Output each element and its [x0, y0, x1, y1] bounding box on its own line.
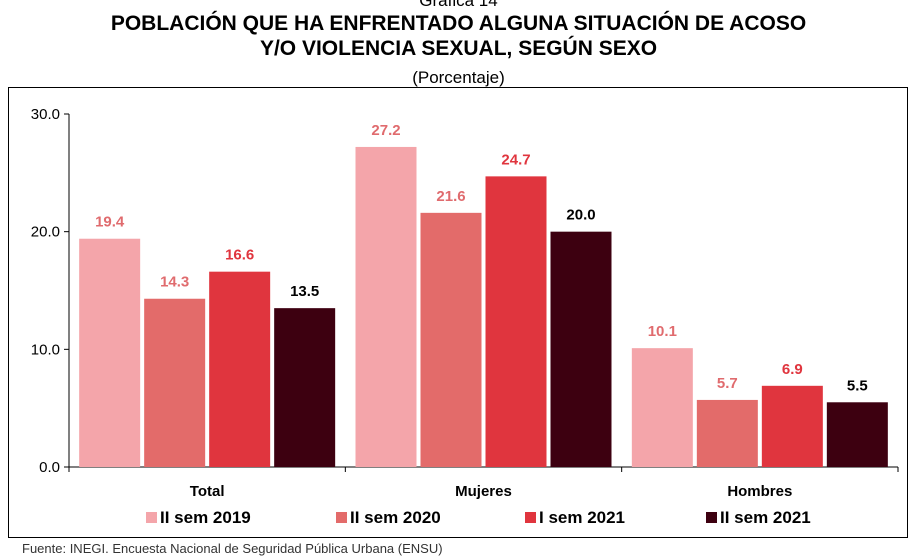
- legend-swatch-1: [336, 512, 347, 523]
- data-label-total-series-3: 13.5: [290, 283, 319, 300]
- chart-subtitle: (Porcentaje): [412, 68, 505, 87]
- y-tick-label-1: 10.0: [31, 341, 60, 358]
- data-label-mujeres-series-0: 27.2: [371, 122, 400, 139]
- chart-frame: [8, 87, 908, 538]
- data-label-total-series-0: 19.4: [95, 214, 125, 231]
- legend-label-3: II sem 2021: [720, 508, 811, 527]
- y-tick-label-0: 0.0: [39, 459, 60, 476]
- bar-mujeres-series-3: [550, 231, 612, 467]
- chart-title: POBLACIÓN QUE HA ENFRENTADO ALGUNA SITUA…: [0, 11, 917, 61]
- bar-mujeres-series-2: [485, 176, 547, 467]
- bar-hombres-series-1: [696, 399, 758, 467]
- data-label-mujeres-series-3: 20.0: [566, 207, 595, 224]
- data-label-total-series-1: 14.3: [160, 274, 189, 291]
- bar-mujeres-series-0: [355, 146, 417, 468]
- data-label-hombres-series-3: 5.5: [847, 377, 868, 394]
- data-label-hombres-series-0: 10.1: [648, 323, 677, 340]
- legend-swatch-0: [146, 512, 157, 523]
- chart-title-line-2: Y/O VIOLENCIA SEXUAL, SEGÚN SEXO: [259, 37, 658, 60]
- category-label-mujeres: Mujeres: [455, 483, 512, 500]
- bar-total-series-0: [79, 238, 141, 467]
- legend-label-2: I sem 2021: [539, 508, 625, 527]
- bar-total-series-1: [144, 298, 206, 467]
- data-label-hombres-series-1: 5.7: [717, 375, 738, 392]
- legend-swatch-2: [525, 512, 536, 523]
- chart-number: Gráfica 14: [419, 0, 498, 10]
- data-label-total-series-2: 16.6: [225, 247, 254, 264]
- y-tick-label-2: 20.0: [31, 224, 60, 241]
- category-label-hombres: Hombres: [727, 483, 792, 500]
- bar-total-series-2: [209, 271, 271, 467]
- data-label-mujeres-series-1: 21.6: [436, 188, 465, 205]
- category-label-total: Total: [190, 483, 225, 500]
- data-label-hombres-series-2: 6.9: [782, 361, 803, 378]
- data-label-mujeres-series-2: 24.7: [501, 151, 530, 168]
- legend-swatch-3: [706, 512, 717, 523]
- legend-label-0: II sem 2019: [160, 508, 251, 527]
- bar-hombres-series-0: [631, 348, 693, 467]
- bar-mujeres-series-1: [420, 212, 482, 467]
- y-tick-label-3: 30.0: [31, 106, 60, 123]
- bar-hombres-series-3: [826, 402, 888, 467]
- source-note: Fuente: INEGI. Encuesta Nacional de Segu…: [22, 541, 443, 556]
- bar-hombres-series-2: [761, 385, 823, 467]
- chart-title-line-1: POBLACIÓN QUE HA ENFRENTADO ALGUNA SITUA…: [110, 12, 807, 35]
- legend-label-1: II sem 2020: [350, 508, 441, 527]
- bar-total-series-3: [274, 308, 336, 467]
